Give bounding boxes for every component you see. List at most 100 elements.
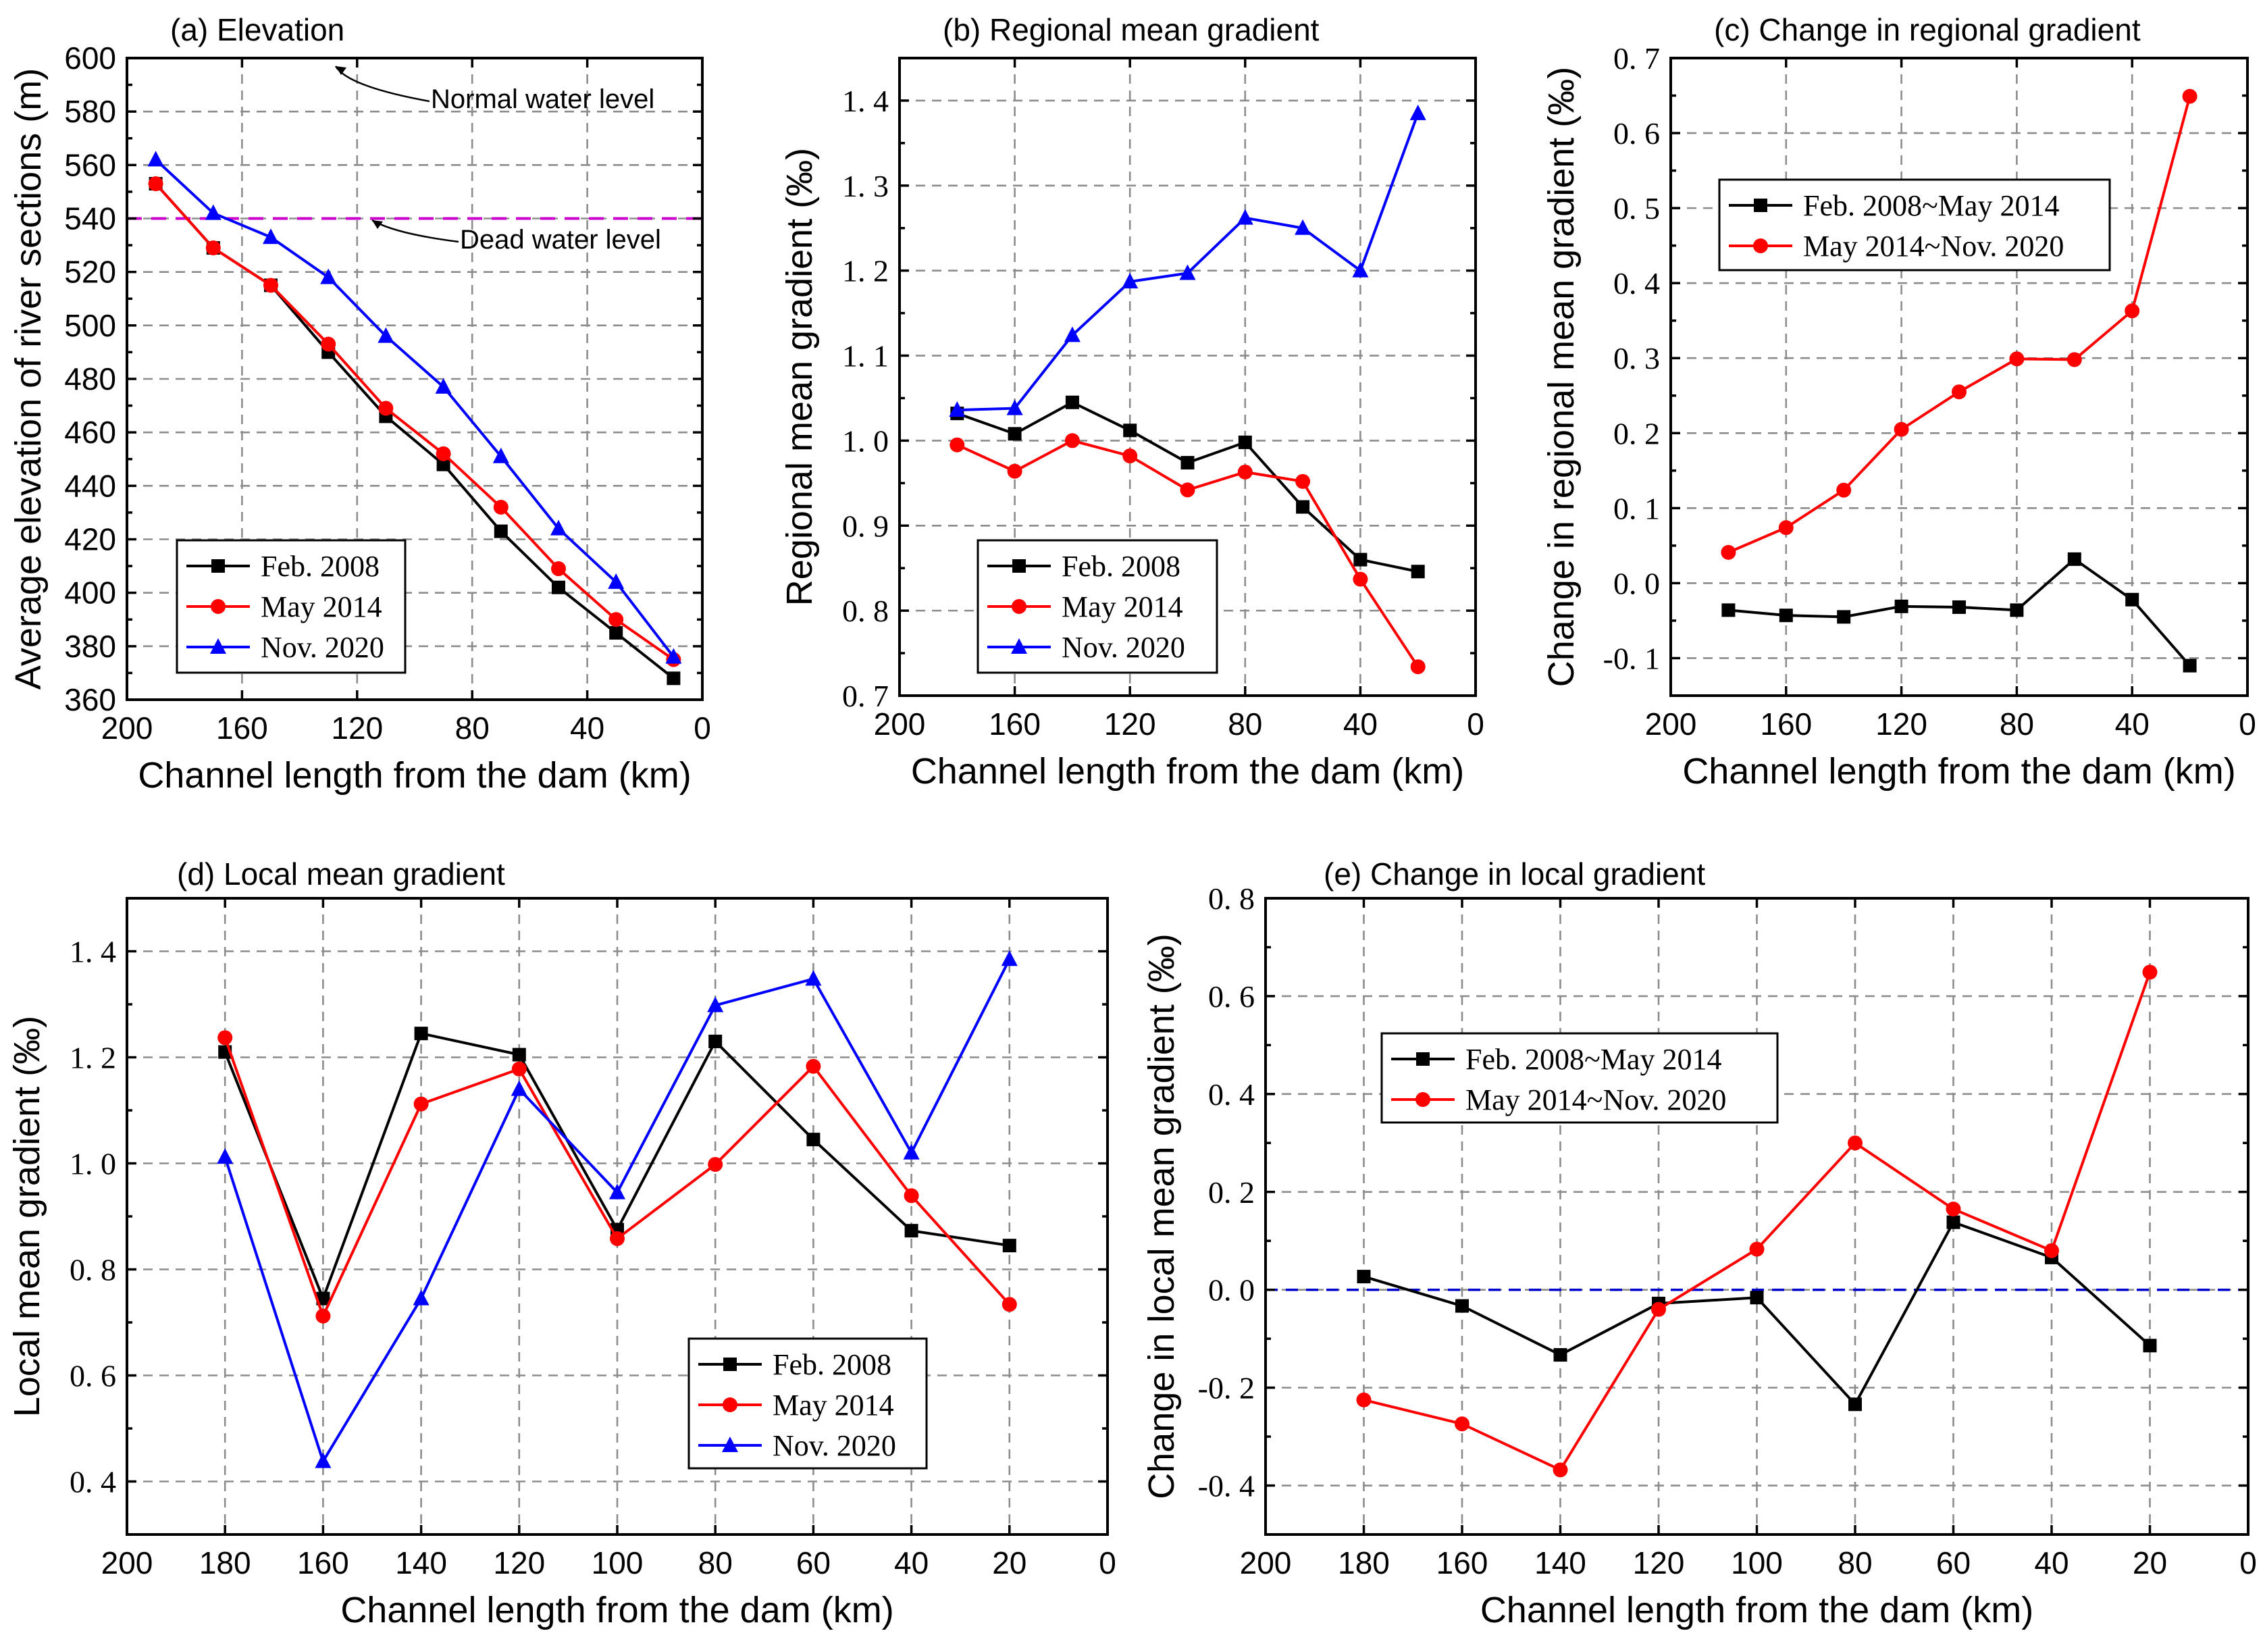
data-point xyxy=(1357,1270,1371,1284)
y-tick-label: 0. 6 xyxy=(70,1359,116,1393)
data-point xyxy=(1946,1215,1960,1229)
y-axis-label: Average elevation of river sections (m) xyxy=(8,68,49,690)
data-point xyxy=(1894,421,1909,437)
data-point xyxy=(1749,1241,1765,1257)
panel-title: (e) Change in local gradient xyxy=(1324,856,1705,892)
y-tick-label: 0. 9 xyxy=(842,509,889,543)
x-tick-label: 80 xyxy=(1228,706,1262,742)
x-tick-label: 60 xyxy=(796,1545,831,1580)
legend-label: May 2014 xyxy=(1062,590,1183,623)
data-point xyxy=(2067,552,2081,566)
y-tick-label: 0. 0 xyxy=(1613,566,1660,600)
data-point xyxy=(1651,1301,1666,1317)
data-point xyxy=(608,573,625,589)
data-point xyxy=(707,996,724,1012)
y-tick-label: 0. 3 xyxy=(1613,341,1660,376)
y-tick-label: 0. 8 xyxy=(842,594,889,628)
y-tick-label: 360 xyxy=(64,682,116,717)
y-tick-label: 0. 6 xyxy=(1613,116,1660,151)
y-tick-label: 0. 7 xyxy=(1613,41,1660,76)
y-axis-label: Change in local mean gradient (‰) xyxy=(1141,933,1182,1499)
annotation-arrow xyxy=(371,219,459,243)
data-point xyxy=(1123,423,1137,438)
legend-box xyxy=(1380,1032,1779,1124)
legend-marker xyxy=(211,559,225,573)
x-tick-label: 40 xyxy=(2115,706,2150,742)
legend: Feb. 2008~May 2014 May 2014~Nov. 2020 xyxy=(1380,1032,1779,1124)
panel-d: 200 180 160 140 120 100 80 60 40 20 00. 40. 60. 81… xyxy=(7,856,1116,1630)
data-point xyxy=(2125,592,2139,606)
data-point xyxy=(217,1148,234,1164)
data-point xyxy=(148,176,163,192)
x-tick-label: 80 xyxy=(2000,706,2034,742)
data-point xyxy=(435,378,452,394)
data-point xyxy=(1237,209,1253,225)
data-point xyxy=(806,1058,821,1074)
y-tick-label: 0. 1 xyxy=(1613,491,1660,525)
x-tick-label: 40 xyxy=(570,711,604,746)
series-nov2020 xyxy=(949,104,1426,417)
legend-label: Nov. 2020 xyxy=(261,631,384,664)
data-point xyxy=(2066,352,2082,367)
data-point xyxy=(436,457,450,471)
data-point xyxy=(1296,500,1310,514)
y-tick-label: 420 xyxy=(64,522,116,557)
y-tick-label: 1. 4 xyxy=(70,935,116,969)
data-point xyxy=(414,1027,428,1041)
x-tick-label: 180 xyxy=(199,1545,251,1580)
x-tick-label: 120 xyxy=(1875,706,1927,742)
x-axis-label: Channel length from the dam (km) xyxy=(340,1590,893,1630)
series-may2014 xyxy=(950,433,1426,675)
x-tick-label: 100 xyxy=(592,1545,644,1580)
x-axis-label: Channel length from the dam (km) xyxy=(138,755,691,796)
data-point xyxy=(1946,1202,1961,1217)
legend: Feb. 2008~May 2014 May 2014~Nov. 2020 xyxy=(1718,178,2111,272)
data-point xyxy=(147,151,164,167)
y-axis-label: Regional mean gradient (‰) xyxy=(779,148,820,606)
legend-marker xyxy=(210,638,226,654)
arrow-head xyxy=(372,220,383,229)
legend-label: Feb. 2008 xyxy=(1062,550,1180,583)
panel-title: (b) Regional mean gradient xyxy=(943,12,1320,47)
data-point xyxy=(2182,88,2197,104)
data-point xyxy=(1409,104,1426,120)
data-point xyxy=(2009,351,2025,367)
x-tick-label: 140 xyxy=(1534,1545,1586,1580)
data-point xyxy=(1750,1291,1764,1305)
data-point xyxy=(494,524,508,538)
y-tick-label: -0. 4 xyxy=(1198,1469,1255,1503)
data-point xyxy=(2044,1243,2059,1258)
legend-label: Feb. 2008~May 2014 xyxy=(1465,1043,1721,1076)
x-tick-label: 40 xyxy=(894,1545,929,1580)
data-point xyxy=(205,204,222,220)
data-point xyxy=(949,401,966,417)
y-tick-label: 0. 6 xyxy=(1208,979,1255,1014)
legend: Feb. 2008 May 2014 Nov. 2020 xyxy=(176,539,407,674)
x-tick-label: 0 xyxy=(1099,1545,1116,1580)
data-point xyxy=(608,612,624,627)
x-tick-label: 120 xyxy=(331,711,383,746)
x-tick-label: 40 xyxy=(2034,1545,2069,1580)
y-tick-label: 520 xyxy=(64,255,116,290)
y-tick-label: 1. 2 xyxy=(842,254,889,288)
data-point xyxy=(1002,1297,1017,1312)
x-tick-label: 200 xyxy=(101,1545,153,1580)
panel-b: 200 160 120 80 40 0 0. 7 0. 8 0. 9 1. 0 1. 1 1. 2 1.… xyxy=(779,12,1484,792)
data-point xyxy=(1065,395,1079,409)
data-point xyxy=(1008,427,1022,441)
x-tick-label: 20 xyxy=(992,1545,1026,1580)
y-tick-label: 1. 0 xyxy=(842,423,889,458)
data-point xyxy=(1779,609,1793,623)
x-tick-label: 60 xyxy=(1936,1545,1971,1580)
y-tick-label: 0. 2 xyxy=(1208,1175,1255,1210)
series-feb2008 xyxy=(1721,552,2197,673)
data-point xyxy=(1411,565,1425,579)
x-tick-label: 160 xyxy=(297,1545,349,1580)
data-point xyxy=(511,1061,527,1077)
data-point xyxy=(665,648,682,664)
y-tick-label: 1. 1 xyxy=(842,339,889,373)
series-line xyxy=(1727,96,2191,554)
data-point xyxy=(320,268,337,284)
legend-label: Nov. 2020 xyxy=(773,1429,896,1462)
data-point xyxy=(708,1157,723,1172)
